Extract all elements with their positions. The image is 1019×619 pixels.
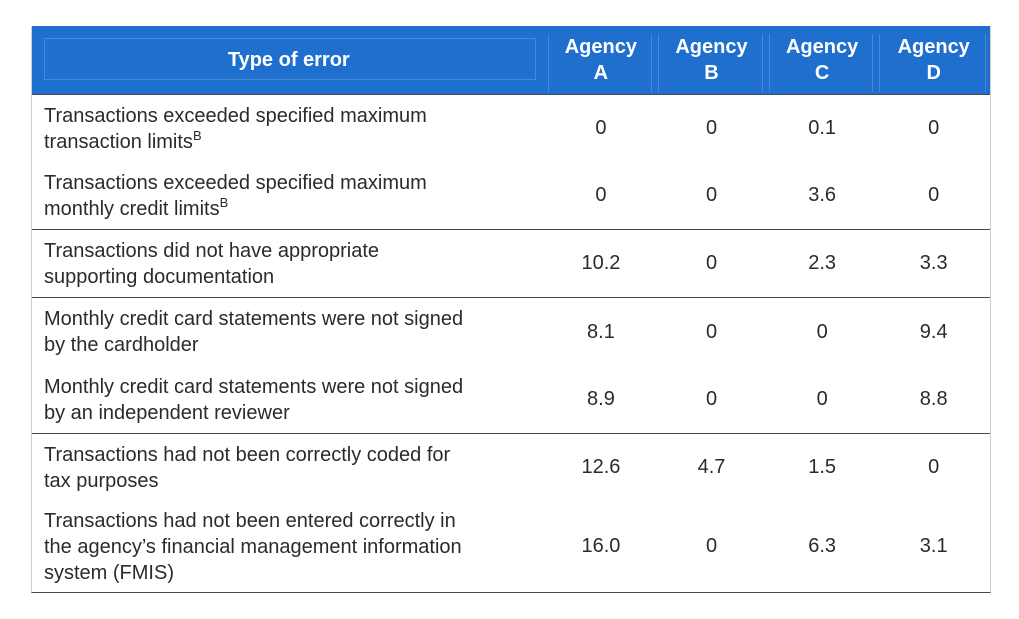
header-agency-c-letter: C — [814, 62, 830, 84]
header-agency-a-letter: A — [593, 62, 609, 84]
row-description-line: Monthly credit card statements were not … — [44, 375, 464, 398]
row-description: Transactions exceeded specified maximum … — [32, 103, 546, 155]
header-agency-d: Agency D — [877, 26, 990, 94]
cell-agency-b: 0 — [705, 184, 718, 206]
row-description-line: monthly credit limitsB — [44, 196, 546, 222]
cell-agency-c: 0 — [816, 388, 828, 410]
cell-agency-d: 0 — [928, 117, 940, 139]
cell-agency-b: 0 — [705, 320, 718, 343]
table-row: Monthly credit card statements were not … — [32, 298, 990, 366]
row-description-line: supporting documentation — [44, 265, 275, 288]
table-row: Transactions exceeded specified maximum … — [32, 95, 990, 162]
cell-agency-d: 3.3 — [919, 252, 948, 274]
table-row: Transactions did not have appropriate su… — [32, 230, 990, 297]
row-description-text: transaction limits — [44, 130, 193, 153]
row-description: Transactions had not been entered correc… — [32, 508, 546, 586]
header-agency-b-word: Agency — [675, 36, 748, 58]
row-description-line: transaction limitsB — [44, 129, 546, 155]
header-agency-d-word: Agency — [897, 36, 970, 58]
header-agency-a-word: Agency — [564, 36, 637, 58]
row-description: Transactions did not have appropriate su… — [32, 238, 546, 290]
row-description-line: by an independent reviewer — [44, 401, 290, 424]
cell-agency-b: 0 — [705, 252, 718, 274]
cell-agency-a: 8.9 — [587, 388, 615, 410]
table-row: Transactions had not been correctly code… — [32, 434, 990, 501]
row-group-statements: Monthly credit card statements were not … — [32, 298, 990, 434]
row-description-line: system (FMIS) — [44, 561, 174, 584]
cell-agency-d: 0 — [928, 184, 940, 206]
cell-agency-d: 3.1 — [919, 535, 948, 557]
footnote-marker: B — [192, 127, 202, 143]
cell-agency-b: 0 — [705, 117, 718, 139]
error-table: Type of error Agency A Agency B Agency C… — [31, 26, 991, 593]
cell-agency-b: 0 — [705, 388, 718, 410]
row-description-line: Transactions exceeded specified maximum — [44, 171, 427, 194]
row-description-line: by the cardholder — [44, 334, 199, 356]
cell-agency-d: 9.4 — [919, 320, 948, 343]
row-description-line: Transactions did not have appropriate — [44, 239, 380, 262]
cell-agency-d: 0 — [928, 456, 940, 478]
header-type-of-error: Type of error — [32, 26, 546, 94]
row-description-line: Monthly credit card statements were not … — [44, 308, 464, 330]
row-description: Monthly credit card statements were not … — [32, 374, 546, 426]
cell-agency-c: 1.5 — [808, 456, 837, 478]
row-description: Transactions exceeded specified maximum … — [32, 170, 546, 222]
row-group-coding: Transactions had not been correctly code… — [32, 434, 990, 592]
row-description-line: Transactions exceeded specified maximum — [44, 104, 427, 127]
cell-agency-c: 0 — [816, 320, 828, 343]
row-description-line: the agency’s financial management inform… — [44, 535, 462, 558]
header-agency-b-letter: B — [704, 62, 719, 84]
row-group-limits: Transactions exceeded specified maximum … — [32, 95, 990, 230]
cell-agency-b: 4.7 — [697, 456, 726, 478]
cell-agency-a: 0 — [595, 184, 607, 206]
cell-agency-a: 16.0 — [581, 535, 621, 557]
cell-agency-a: 0 — [595, 117, 607, 139]
table-row: Transactions had not been entered correc… — [32, 501, 990, 592]
header-agency-d-letter: D — [926, 62, 941, 84]
footnote-marker: B — [219, 194, 229, 210]
cell-agency-c: 0.1 — [808, 117, 837, 139]
header-agency-c: Agency C — [767, 26, 878, 94]
cell-agency-c: 3.6 — [808, 184, 837, 206]
row-description-line: Transactions had not been correctly code… — [44, 443, 451, 466]
header-agency-c-word: Agency — [785, 36, 859, 58]
cell-agency-c: 2.3 — [808, 252, 837, 274]
row-group-documentation: Transactions did not have appropriate su… — [32, 230, 990, 298]
cell-agency-c: 6.3 — [808, 535, 837, 557]
row-description: Transactions had not been correctly code… — [32, 442, 546, 494]
header-agency-a: Agency A — [546, 26, 657, 94]
row-description-line: Transactions had not been entered correc… — [44, 509, 456, 532]
header-agency-b: Agency B — [656, 26, 767, 94]
header-type-label: Type of error — [227, 48, 350, 71]
row-description-line: tax purposes — [44, 469, 159, 492]
cell-agency-b: 0 — [705, 535, 718, 557]
cell-agency-a: 12.6 — [581, 456, 621, 478]
table-row: Transactions exceeded specified maximum … — [32, 162, 990, 229]
table-header: Type of error Agency A Agency B Agency C… — [32, 26, 990, 95]
cell-agency-d: 8.8 — [919, 388, 948, 410]
cell-agency-a: 10.2 — [581, 252, 621, 274]
cell-agency-a: 8.1 — [587, 320, 615, 343]
row-description-text: monthly credit limits — [44, 197, 220, 220]
row-description: Monthly credit card statements were not … — [32, 306, 546, 358]
table-row: Monthly credit card statements were not … — [32, 366, 990, 433]
